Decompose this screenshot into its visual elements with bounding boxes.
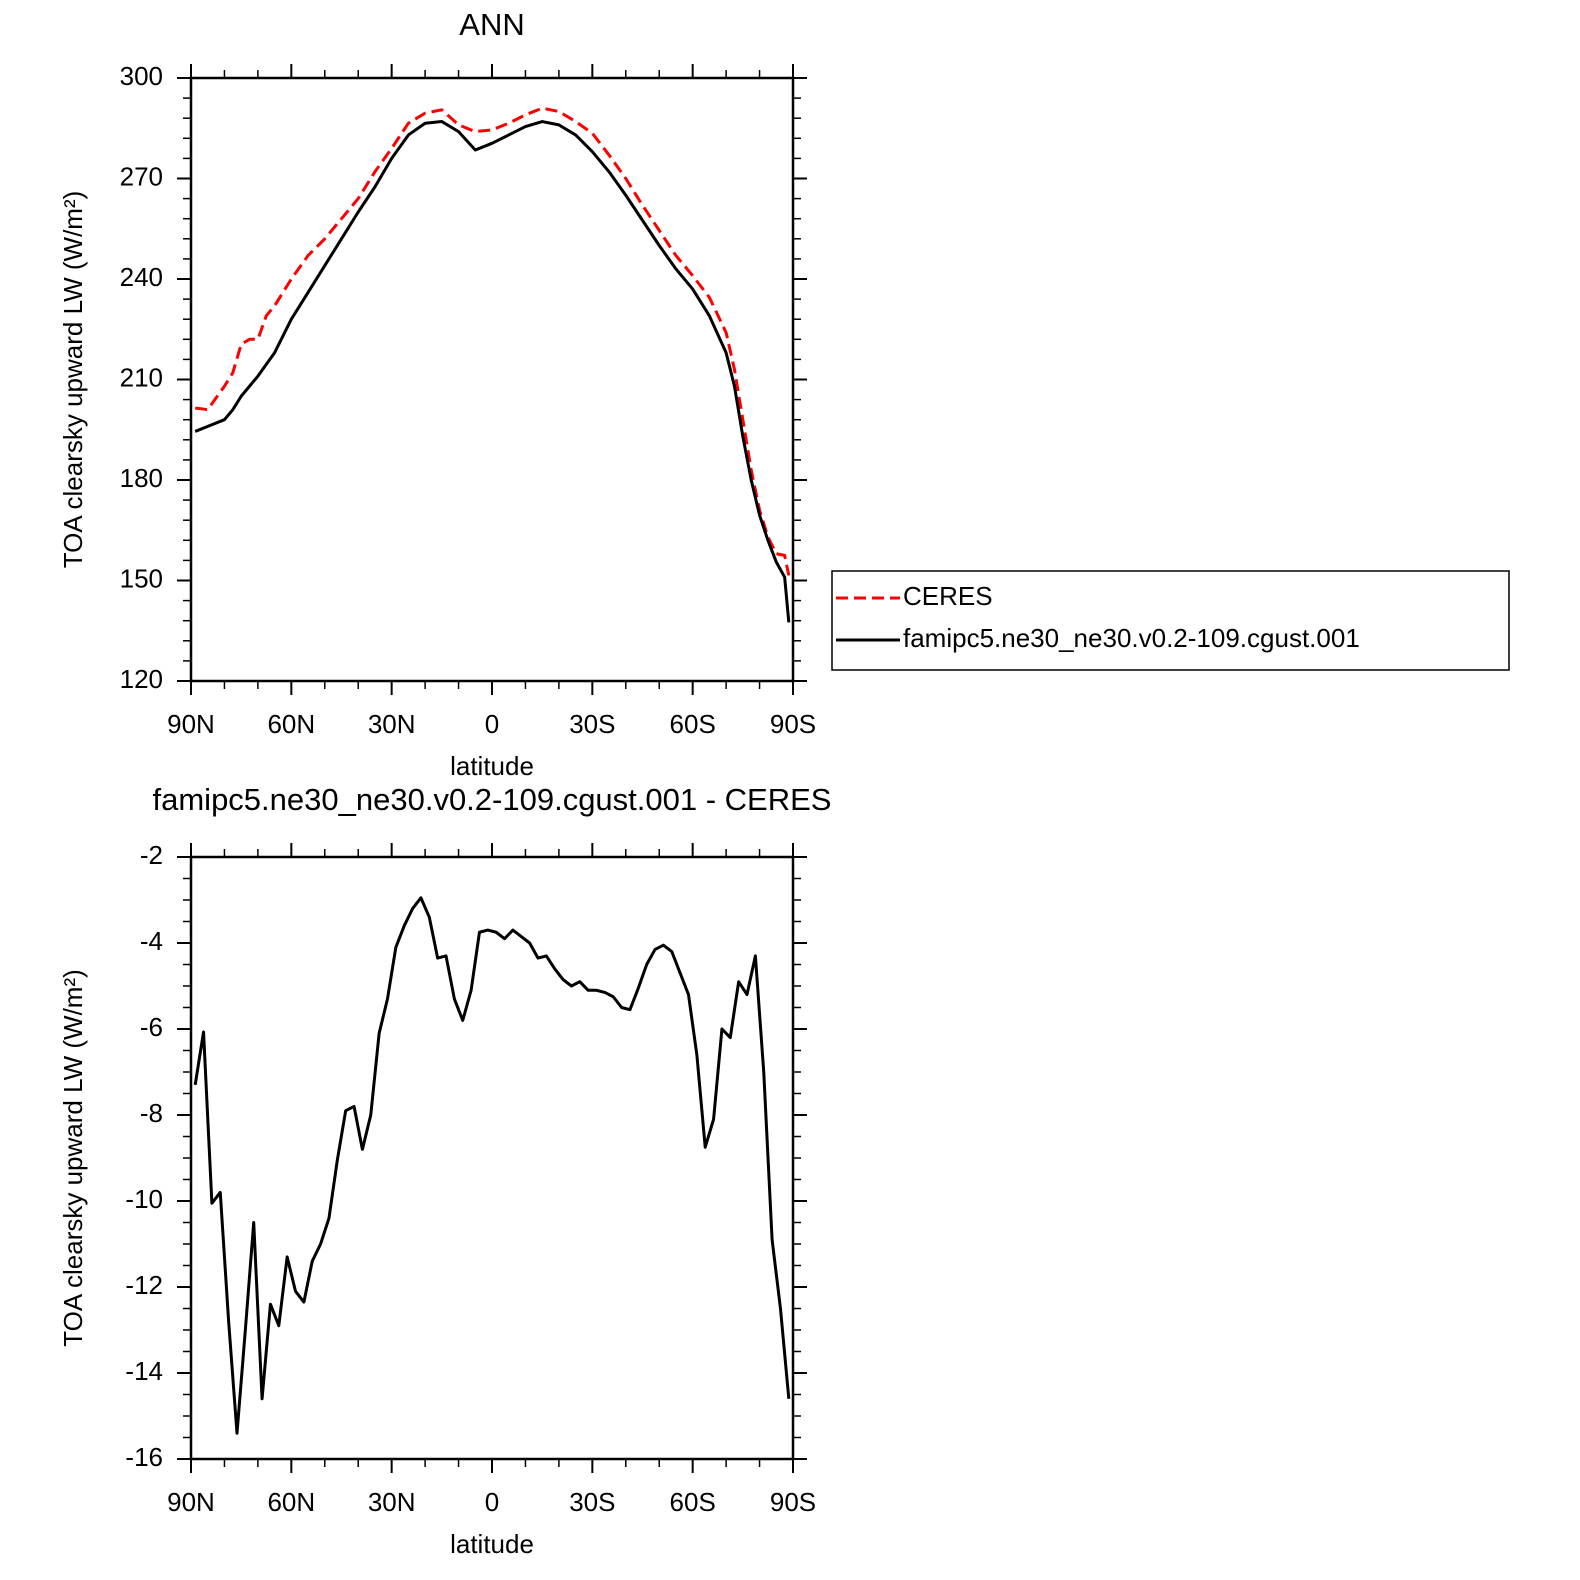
x-tick-label: 60N: [267, 709, 315, 739]
x-tick-label: 30N: [368, 709, 416, 739]
y-tick-label: 180: [120, 463, 163, 493]
x-tick-label: 30S: [569, 1487, 615, 1517]
y-tick-label: -8: [140, 1098, 163, 1128]
x-tick-label: 30S: [569, 709, 615, 739]
plot-frame: [189, 76, 795, 683]
x-tick-label: 90S: [770, 709, 816, 739]
x-tick-label: 90S: [770, 1487, 816, 1517]
y-tick-label: -2: [140, 840, 163, 870]
y-tick-label: 300: [120, 61, 163, 91]
x-tick-label: 90N: [167, 709, 215, 739]
data-line: [194, 106, 791, 576]
y-tick-label: 210: [120, 362, 163, 392]
y-tick-label: -10: [125, 1184, 163, 1214]
x-axis-label: latitude: [450, 1529, 534, 1559]
y-tick-label: 270: [120, 161, 163, 191]
y-tick-label: -12: [125, 1270, 163, 1300]
x-tick-label: 90N: [167, 1487, 215, 1517]
y-axis-label: TOA clearsky upward LW (W/m²): [58, 969, 88, 1347]
chart-title: ANN: [459, 7, 524, 42]
x-tick-label: 60S: [670, 1487, 716, 1517]
y-tick-label: -16: [125, 1442, 163, 1472]
y-axis-label: TOA clearsky upward LW (W/m²): [58, 191, 88, 569]
y-tick-label: 120: [120, 664, 163, 694]
x-tick-label: 60N: [267, 1487, 315, 1517]
legend-label: CERES: [903, 581, 993, 611]
chart-title: famipc5.ne30_ne30.v0.2-109.cgust.001 - C…: [153, 782, 832, 817]
data-line: [193, 896, 791, 1435]
x-tick-label: 0: [485, 709, 499, 739]
x-tick-label: 0: [485, 1487, 499, 1517]
y-tick-label: 240: [120, 262, 163, 292]
y-tick-label: -6: [140, 1012, 163, 1042]
x-tick-label: 60S: [670, 709, 716, 739]
y-tick-label: 150: [120, 563, 163, 593]
x-tick-label: 30N: [368, 1487, 416, 1517]
y-tick-label: -14: [125, 1356, 163, 1386]
x-axis-label: latitude: [450, 751, 534, 781]
y-tick-label: -4: [140, 926, 163, 956]
legend-box: [831, 570, 1510, 671]
data-line: [194, 120, 791, 623]
legend-label: famipc5.ne30_ne30.v0.2-109.cgust.001: [903, 623, 1360, 653]
plot-frame: [189, 855, 795, 1461]
